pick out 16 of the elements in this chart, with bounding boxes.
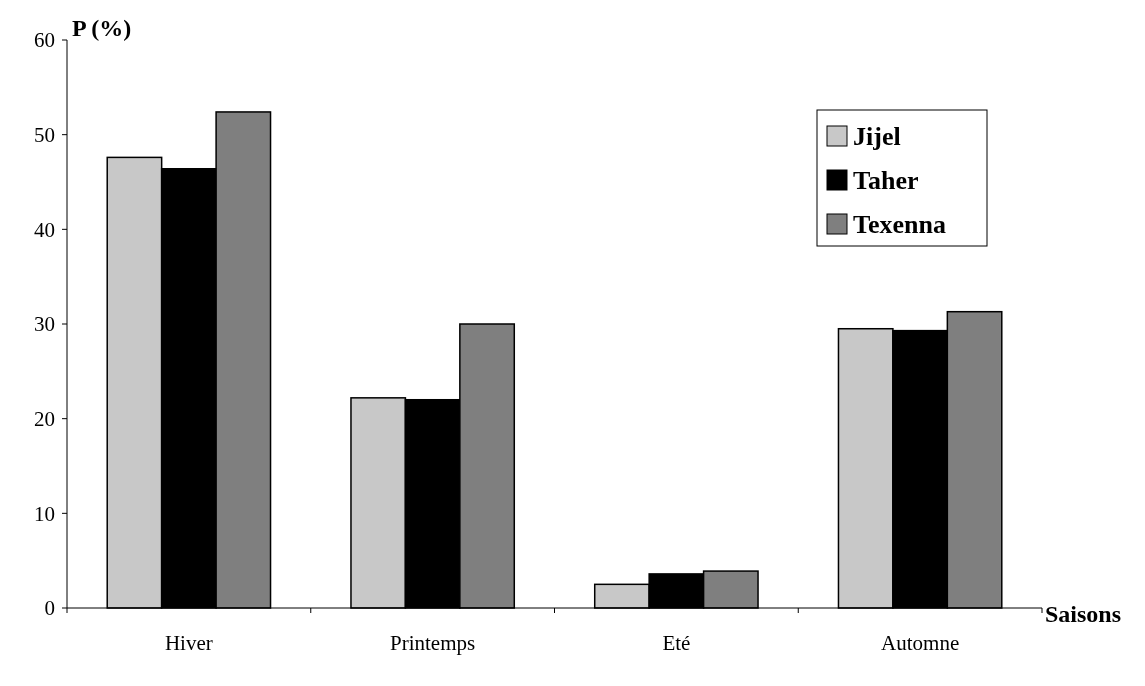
- x-axis-title: Saisons: [1045, 601, 1122, 627]
- y-tick-label: 10: [34, 501, 55, 526]
- y-tick-label: 60: [34, 28, 55, 53]
- x-tick-label: Eté: [662, 631, 691, 655]
- y-tick-label: 0: [44, 596, 55, 621]
- legend-label: Taher: [853, 166, 919, 196]
- y-tick-label: 50: [34, 123, 55, 148]
- legend-label: Jijel: [853, 122, 901, 152]
- y-tick-label: 20: [34, 407, 55, 432]
- x-tick-label: Automne: [881, 631, 960, 655]
- x-tick-label: Hiver: [164, 631, 213, 655]
- y-tick-label: 30: [34, 312, 55, 337]
- legend-label: Texenna: [853, 210, 946, 240]
- y-tick-label: 40: [34, 217, 55, 242]
- y-axis-title: P (%): [72, 15, 132, 41]
- x-tick-label: Printemps: [390, 631, 476, 655]
